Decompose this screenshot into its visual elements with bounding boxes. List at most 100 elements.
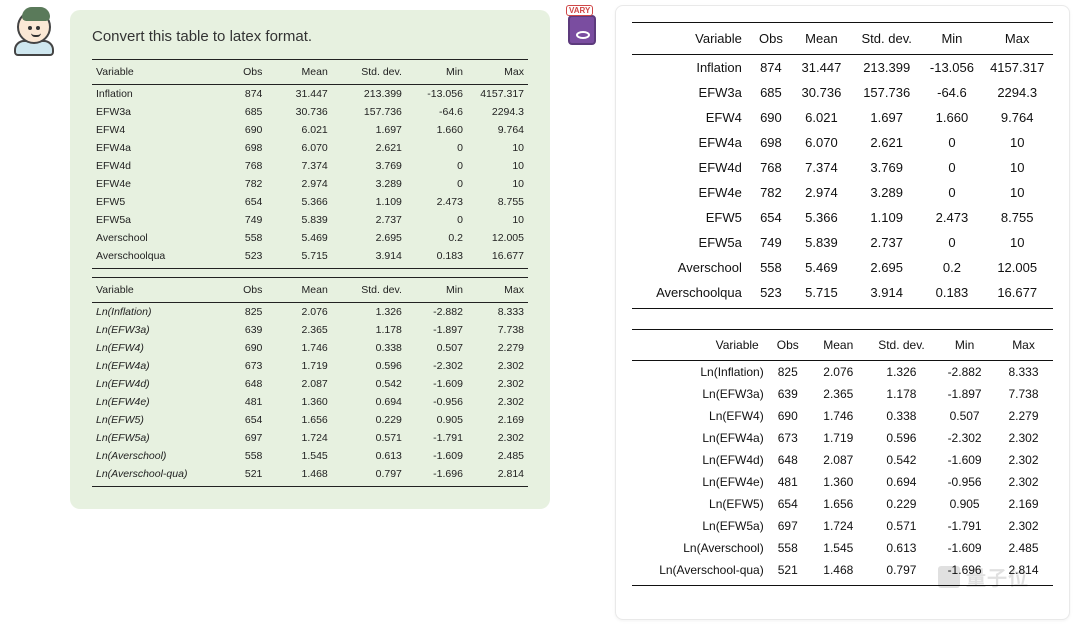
- left-table-2: VariableObsMeanStd. dev.MinMax Ln(Inflat…: [92, 277, 528, 487]
- num-cell: 2.087: [809, 449, 868, 471]
- col-header: Variable: [632, 23, 750, 55]
- num-cell: 2.302: [994, 449, 1053, 471]
- num-cell: 768: [750, 155, 792, 180]
- vary-badge: VARY: [562, 10, 602, 50]
- num-cell: 2.302: [467, 375, 528, 393]
- num-cell: 12.005: [467, 229, 528, 247]
- num-cell: 2.169: [467, 411, 528, 429]
- var-cell: EFW3a: [92, 103, 214, 121]
- avatar-eye-left: [28, 26, 32, 30]
- num-cell: 30.736: [792, 80, 851, 105]
- var-cell: Ln(EFW4): [92, 339, 214, 357]
- var-cell: EFW4: [632, 105, 750, 130]
- num-cell: -0.956: [935, 471, 994, 493]
- num-cell: 5.366: [266, 193, 331, 211]
- num-cell: -1.696: [406, 465, 467, 487]
- num-cell: 2.279: [994, 405, 1053, 427]
- var-cell: Ln(EFW4d): [632, 449, 767, 471]
- num-cell: 3.914: [332, 247, 406, 269]
- num-cell: 2294.3: [467, 103, 528, 121]
- table-row: EFW56545.3661.1092.4738.755: [92, 193, 528, 211]
- num-cell: -13.056: [406, 85, 467, 104]
- num-cell: 0.905: [935, 493, 994, 515]
- table-gap: [92, 269, 528, 277]
- num-cell: -2.882: [935, 361, 994, 384]
- num-cell: 2.974: [792, 180, 851, 205]
- num-cell: 8.755: [981, 205, 1053, 230]
- num-cell: 213.399: [851, 55, 923, 81]
- num-cell: 0.596: [868, 427, 935, 449]
- num-cell: 0.338: [332, 339, 406, 357]
- var-cell: EFW5a: [632, 230, 750, 255]
- col-header: Max: [467, 60, 528, 85]
- num-cell: 12.005: [981, 255, 1053, 280]
- num-cell: 0.694: [332, 393, 406, 411]
- num-cell: 2.087: [266, 375, 331, 393]
- var-cell: EFW3a: [632, 80, 750, 105]
- stage: VARY Convert this table to latex format.…: [0, 0, 1080, 632]
- table-row: Ln(EFW5)6541.6560.2290.9052.169: [92, 411, 528, 429]
- num-cell: 0.613: [332, 447, 406, 465]
- num-cell: 9.764: [467, 121, 528, 139]
- table-row: EFW4a6986.0702.621010: [92, 139, 528, 157]
- output-card: VariableObsMeanStd. dev.MinMax Inflation…: [615, 5, 1070, 620]
- num-cell: 1.660: [406, 121, 467, 139]
- table-row: EFW4e7822.9743.289010: [92, 175, 528, 193]
- num-cell: 0.229: [868, 493, 935, 515]
- num-cell: 6.070: [792, 130, 851, 155]
- num-cell: -64.6: [922, 80, 981, 105]
- var-cell: EFW4e: [632, 180, 750, 205]
- col-header: Std. dev.: [332, 60, 406, 85]
- num-cell: 6.070: [266, 139, 331, 157]
- num-cell: 673: [214, 357, 266, 375]
- num-cell: 1.360: [266, 393, 331, 411]
- num-cell: 690: [767, 405, 809, 427]
- num-cell: 0.229: [332, 411, 406, 429]
- num-cell: 2.302: [467, 393, 528, 411]
- num-cell: 10: [467, 139, 528, 157]
- num-cell: 0: [922, 130, 981, 155]
- col-header: Mean: [266, 278, 331, 303]
- num-cell: 3.914: [851, 280, 923, 309]
- table-row: Averschool5585.4692.6950.212.005: [92, 229, 528, 247]
- table-row: Inflation87431.447213.399-13.0564157.317: [92, 85, 528, 104]
- table-row: EFW4a6986.0702.621010: [632, 130, 1053, 155]
- var-cell: Inflation: [92, 85, 214, 104]
- num-cell: -64.6: [406, 103, 467, 121]
- num-cell: 1.719: [809, 427, 868, 449]
- num-cell: 0.183: [922, 280, 981, 309]
- var-cell: Ln(Averschool-qua): [632, 559, 767, 586]
- num-cell: 5.839: [792, 230, 851, 255]
- avatar-eye-right: [36, 26, 40, 30]
- num-cell: 1.656: [266, 411, 331, 429]
- num-cell: 16.677: [981, 280, 1053, 309]
- num-cell: -1.609: [406, 447, 467, 465]
- var-cell: EFW5a: [92, 211, 214, 229]
- num-cell: 654: [750, 205, 792, 230]
- num-cell: 1.360: [809, 471, 868, 493]
- num-cell: 521: [767, 559, 809, 586]
- num-cell: 0: [406, 175, 467, 193]
- var-cell: Ln(EFW5a): [632, 515, 767, 537]
- num-cell: 0.542: [868, 449, 935, 471]
- num-cell: 1.545: [809, 537, 868, 559]
- num-cell: 0.507: [406, 339, 467, 357]
- num-cell: 685: [214, 103, 266, 121]
- num-cell: 0: [406, 211, 467, 229]
- num-cell: 1.746: [809, 405, 868, 427]
- table-row: EFW5a7495.8392.737010: [92, 211, 528, 229]
- col-header: Variable: [92, 60, 214, 85]
- num-cell: 0.571: [868, 515, 935, 537]
- table-row: Ln(Averschool)5581.5450.613-1.6092.485: [92, 447, 528, 465]
- num-cell: -2.882: [406, 303, 467, 322]
- var-cell: Inflation: [632, 55, 750, 81]
- num-cell: 874: [750, 55, 792, 81]
- var-cell: Ln(Averschool-qua): [92, 465, 214, 487]
- num-cell: 0: [406, 139, 467, 157]
- num-cell: 1.545: [266, 447, 331, 465]
- var-cell: Ln(Inflation): [632, 361, 767, 384]
- table-row: EFW4d7687.3743.769010: [92, 157, 528, 175]
- num-cell: 0.507: [935, 405, 994, 427]
- num-cell: -1.791: [935, 515, 994, 537]
- avatar-mouth: [31, 33, 41, 37]
